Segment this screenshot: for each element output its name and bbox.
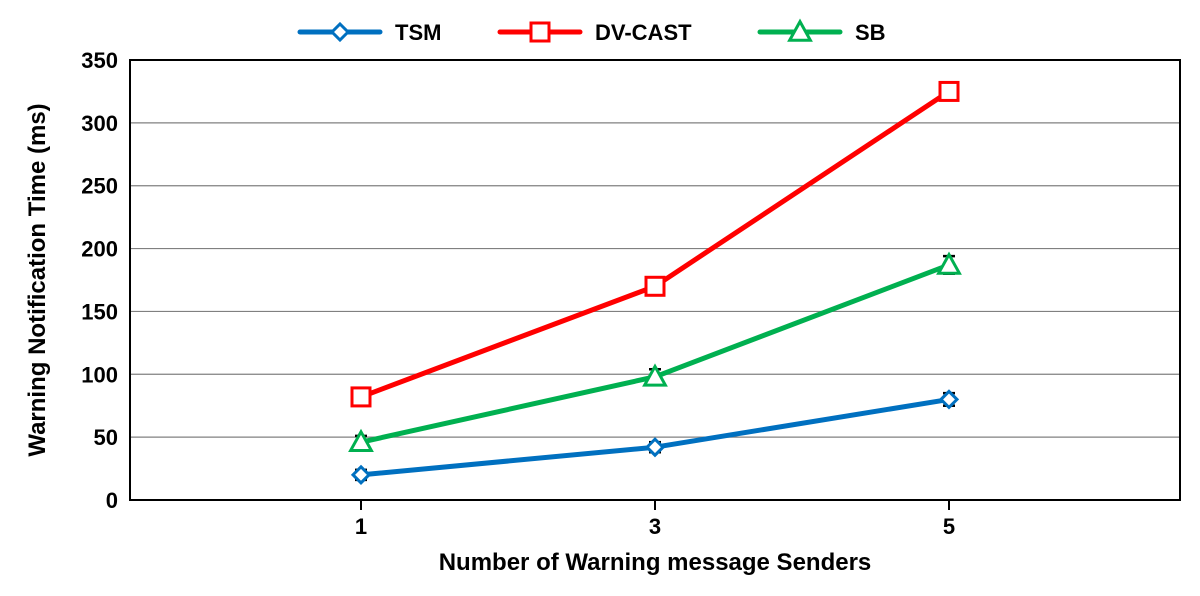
line-chart: 0 50 100 150 200 250 300 350 1 3 5 Number of Warnin… xyxy=(0,0,1200,596)
legend-label-SB: SB xyxy=(855,20,886,45)
y-axis-label: Warning Notification Time (ms) xyxy=(24,103,51,456)
svg-text:250: 250 xyxy=(81,174,118,199)
svg-text:100: 100 xyxy=(81,362,118,387)
x-tick-label: 1 xyxy=(355,514,367,539)
legend-label-TSM: TSM xyxy=(395,20,441,45)
svg-text:150: 150 xyxy=(81,299,118,324)
svg-text:300: 300 xyxy=(81,111,118,136)
svg-text:350: 350 xyxy=(81,48,118,73)
svg-text:50: 50 xyxy=(94,425,118,450)
chart-container: { "chart": { "type": "line", "width": 12… xyxy=(0,0,1200,596)
svg-text:0: 0 xyxy=(106,488,118,513)
x-axis-label: Number of Warning message Senders xyxy=(439,549,872,576)
legend: TSM DV-CAST SB xyxy=(300,20,886,45)
x-tick-label: 5 xyxy=(943,514,955,539)
legend-label-DV-CAST: DV-CAST xyxy=(595,20,692,45)
svg-text:200: 200 xyxy=(81,237,118,262)
x-tick-label: 3 xyxy=(649,514,661,539)
